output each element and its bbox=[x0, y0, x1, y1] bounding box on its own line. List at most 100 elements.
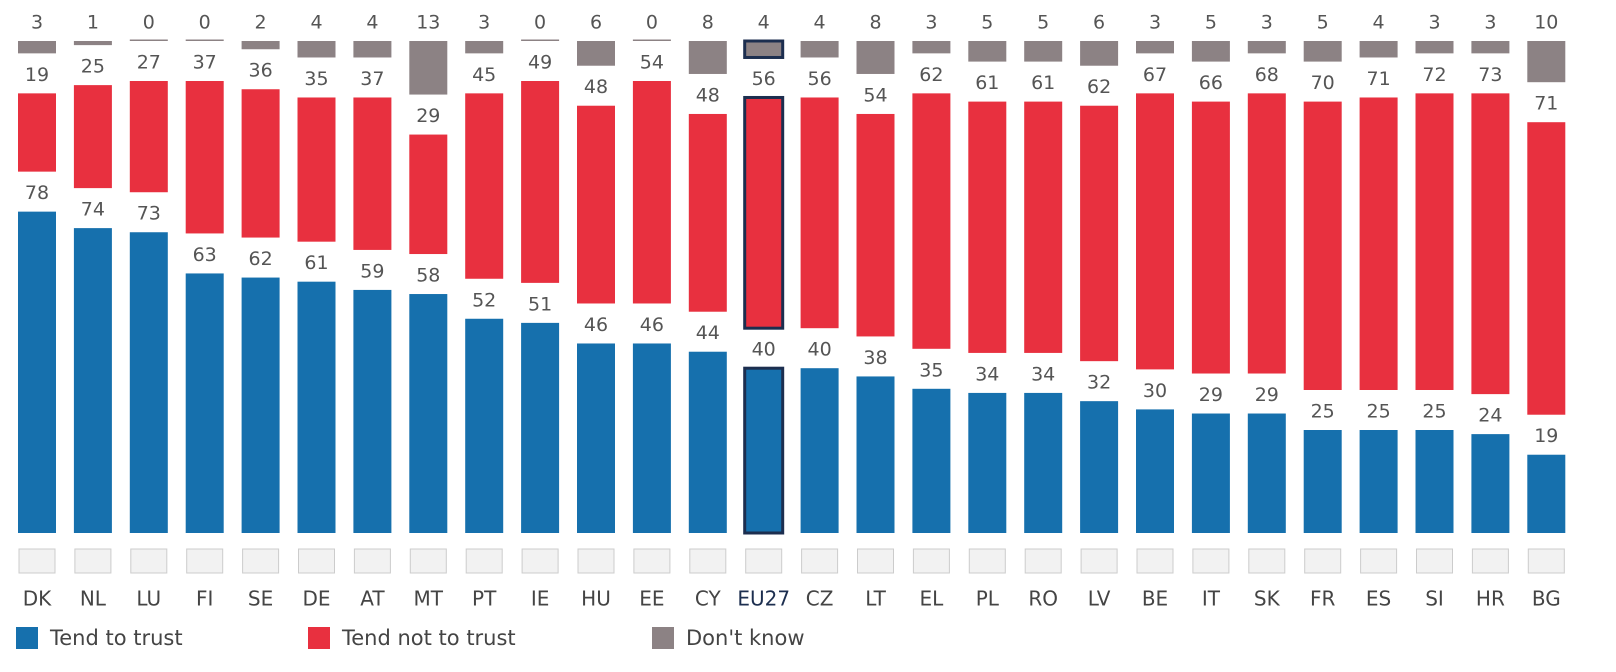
flag bbox=[242, 548, 280, 574]
bar-segment bbox=[185, 39, 224, 41]
x-tick-label: CZ bbox=[806, 587, 834, 611]
data-label: 61 bbox=[1031, 72, 1055, 94]
flag bbox=[912, 548, 950, 574]
bar-segment bbox=[1471, 93, 1510, 395]
bar-segment bbox=[632, 343, 671, 533]
flag bbox=[689, 548, 727, 574]
bar-segment bbox=[1136, 409, 1174, 533]
data-label: 62 bbox=[1087, 76, 1111, 98]
bar-segment bbox=[1527, 454, 1566, 533]
data-label: 48 bbox=[696, 84, 720, 106]
bar-segment bbox=[297, 97, 336, 242]
bar-segment bbox=[521, 39, 560, 41]
bar-segment bbox=[1247, 41, 1286, 54]
data-label: 19 bbox=[1534, 425, 1558, 447]
data-label: 3 bbox=[31, 12, 43, 34]
bar-segment bbox=[1359, 41, 1398, 58]
flag bbox=[968, 548, 1006, 574]
bar-segment bbox=[1303, 101, 1342, 390]
data-label: 62 bbox=[919, 64, 943, 86]
x-tick-label: PL bbox=[976, 587, 1000, 611]
flag bbox=[74, 548, 112, 574]
bar-segment bbox=[1136, 41, 1174, 54]
data-label: 66 bbox=[1199, 72, 1223, 94]
bar-segment bbox=[688, 351, 727, 533]
data-label: 72 bbox=[1422, 64, 1446, 86]
data-label: 36 bbox=[249, 60, 273, 82]
data-label: 25 bbox=[1311, 401, 1335, 423]
flag bbox=[186, 548, 224, 574]
x-tick-label: SK bbox=[1254, 587, 1281, 611]
data-label: 63 bbox=[193, 244, 217, 266]
bar-segment bbox=[856, 376, 895, 533]
flag bbox=[18, 548, 56, 574]
legend-label: Don't know bbox=[686, 626, 805, 650]
bar-segment bbox=[800, 41, 839, 58]
data-label: 3 bbox=[1261, 12, 1273, 34]
data-label: 29 bbox=[1255, 384, 1279, 406]
flag bbox=[801, 548, 839, 574]
x-tick-label: BG bbox=[1532, 587, 1561, 611]
data-label: 70 bbox=[1311, 72, 1335, 94]
data-label: 73 bbox=[1478, 64, 1502, 86]
data-label: 45 bbox=[472, 64, 496, 86]
bar-segment bbox=[1136, 93, 1174, 370]
data-label: 5 bbox=[1205, 12, 1217, 34]
data-label: 52 bbox=[472, 289, 496, 311]
flag bbox=[521, 548, 559, 574]
flag bbox=[1527, 548, 1565, 574]
data-label: 8 bbox=[702, 12, 714, 34]
data-label: 38 bbox=[863, 347, 887, 369]
data-label: 56 bbox=[808, 68, 832, 90]
bar-segment bbox=[743, 366, 785, 535]
x-tick-label: IT bbox=[1202, 587, 1221, 611]
bar-segment bbox=[129, 232, 168, 534]
x-tick-label: DK bbox=[23, 587, 52, 611]
bar-segment bbox=[912, 41, 951, 54]
data-label: 6 bbox=[1093, 12, 1105, 34]
bar-segment bbox=[577, 343, 615, 533]
flag bbox=[1416, 548, 1453, 574]
flag bbox=[465, 548, 503, 574]
bar-segment bbox=[1024, 392, 1063, 533]
data-label: 5 bbox=[1037, 12, 1049, 34]
x-tick-label: BE bbox=[1142, 587, 1168, 611]
flag bbox=[1248, 548, 1286, 574]
bar-segment bbox=[1247, 93, 1286, 374]
flag bbox=[409, 548, 447, 574]
bar-segment bbox=[968, 101, 1007, 353]
bar-segment bbox=[465, 318, 504, 533]
bar-segment bbox=[73, 41, 112, 46]
data-label: 29 bbox=[416, 105, 440, 127]
bar-segment bbox=[743, 39, 785, 59]
x-tick-label: LU bbox=[136, 587, 161, 611]
bar-segment bbox=[1471, 434, 1510, 533]
data-label: 4 bbox=[814, 12, 826, 34]
bar-segment bbox=[1527, 41, 1566, 83]
bar-segment bbox=[688, 113, 727, 312]
x-tick-label: DE bbox=[302, 587, 330, 611]
data-label: 61 bbox=[304, 252, 328, 274]
data-label: 78 bbox=[25, 182, 49, 204]
legend-label: Tend to trust bbox=[49, 626, 183, 650]
data-label: 5 bbox=[1317, 12, 1329, 34]
bar-segment bbox=[1303, 430, 1342, 533]
bar-segment bbox=[1191, 41, 1230, 62]
x-tick-label: PT bbox=[472, 587, 497, 611]
bar-segment bbox=[297, 41, 336, 58]
data-label: 4 bbox=[1373, 12, 1385, 34]
data-label: 8 bbox=[869, 12, 881, 34]
data-label: 49 bbox=[528, 52, 552, 74]
data-label: 3 bbox=[1484, 12, 1496, 34]
data-label: 19 bbox=[25, 64, 49, 86]
data-label: 5 bbox=[981, 12, 993, 34]
flag bbox=[1136, 548, 1174, 574]
flag bbox=[857, 548, 894, 574]
x-tick-label: HR bbox=[1476, 587, 1505, 611]
data-label: 29 bbox=[1199, 384, 1223, 406]
data-label: 62 bbox=[249, 248, 273, 270]
bar-segment bbox=[1303, 41, 1342, 62]
data-label: 0 bbox=[143, 12, 155, 34]
x-tick-label: RO bbox=[1028, 587, 1058, 611]
